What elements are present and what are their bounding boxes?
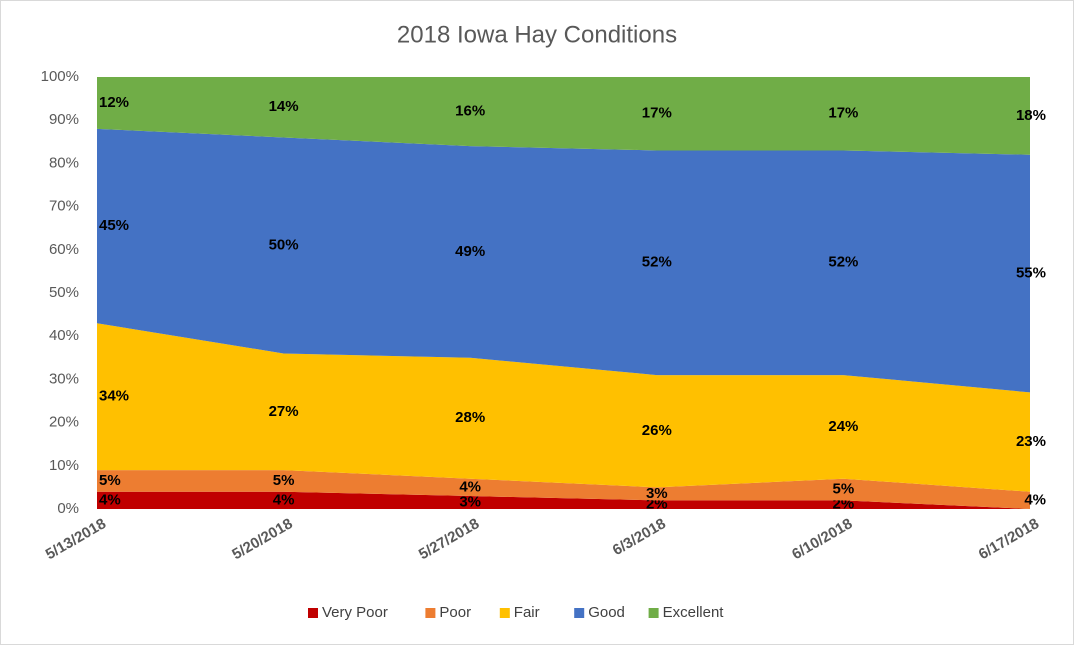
data-label: 17% xyxy=(828,105,858,122)
data-label: 50% xyxy=(269,236,299,253)
data-label: 5% xyxy=(833,481,855,498)
data-label: 52% xyxy=(642,254,672,271)
y-tick-label: 10% xyxy=(49,457,79,474)
data-label: 26% xyxy=(642,422,672,439)
data-label: 18% xyxy=(1016,107,1046,124)
legend-label: Poor xyxy=(439,604,471,621)
legend-label: Excellent xyxy=(663,604,725,621)
data-label: 28% xyxy=(455,409,485,426)
data-label: 12% xyxy=(99,94,129,111)
legend-label: Very Poor xyxy=(322,604,388,621)
data-label: 4% xyxy=(99,491,121,508)
data-label: 49% xyxy=(455,243,485,260)
data-label: 16% xyxy=(455,103,485,120)
data-label: 5% xyxy=(99,472,121,489)
legend-swatch xyxy=(499,608,510,618)
data-label: 34% xyxy=(99,388,129,405)
y-tick-label: 70% xyxy=(49,198,79,215)
legend-label: Fair xyxy=(514,604,540,621)
legend-label: Good xyxy=(588,604,625,621)
legend-swatch xyxy=(574,608,585,618)
data-label: 3% xyxy=(646,485,668,502)
legend-swatch xyxy=(648,608,659,618)
area xyxy=(97,77,1030,155)
data-label: 4% xyxy=(459,478,481,495)
area xyxy=(97,491,1030,509)
data-label: 27% xyxy=(269,403,299,420)
area xyxy=(97,470,1030,509)
data-label: 5% xyxy=(273,472,295,489)
legend-swatch xyxy=(308,608,318,618)
y-tick-label: 0% xyxy=(57,500,79,517)
data-label: 23% xyxy=(1016,433,1046,450)
legend-swatch xyxy=(425,608,436,618)
data-label: 3% xyxy=(459,493,481,510)
y-tick-label: 40% xyxy=(49,327,79,344)
data-label: 17% xyxy=(642,105,672,122)
data-label: 45% xyxy=(99,217,129,234)
legend: Very Poor Poor Fair Good Excellent xyxy=(308,604,724,621)
chart-title: 2018 Iowa Hay Conditions xyxy=(397,21,677,48)
y-tick-label: 50% xyxy=(49,284,79,301)
y-tick-label: 80% xyxy=(49,154,79,171)
data-label: 14% xyxy=(269,98,299,115)
y-tick-label: 100% xyxy=(41,68,79,85)
data-label: 55% xyxy=(1016,265,1046,282)
data-label: 4% xyxy=(273,491,295,508)
area xyxy=(97,323,1030,492)
y-tick-label: 60% xyxy=(49,241,79,258)
data-label: 52% xyxy=(828,254,858,271)
y-tick-label: 90% xyxy=(49,111,79,128)
y-tick-label: 30% xyxy=(49,370,79,387)
data-label: 4% xyxy=(1024,491,1046,508)
data-label: 24% xyxy=(828,418,858,435)
area xyxy=(97,128,1030,393)
y-tick-label: 20% xyxy=(49,414,79,431)
